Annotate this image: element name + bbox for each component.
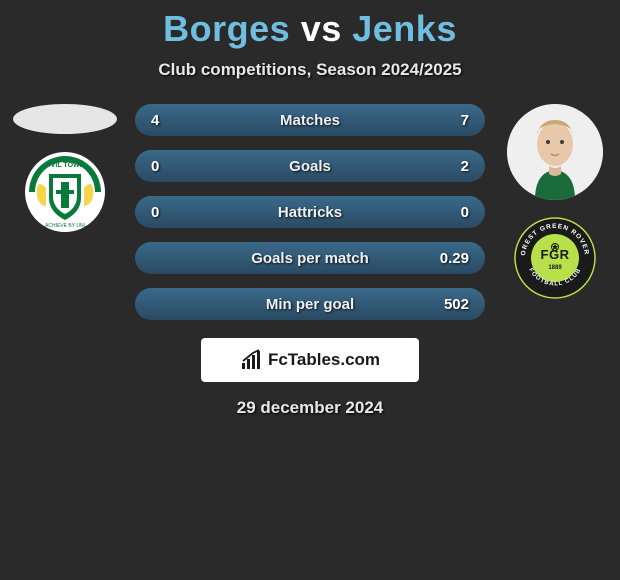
stat-row-goals: 0 Goals 2 xyxy=(135,150,485,182)
stat-row-matches: 4 Matches 7 xyxy=(135,104,485,136)
stat-label: Goals per match xyxy=(251,250,369,267)
subtitle: Club competitions, Season 2024/2025 xyxy=(0,60,620,80)
player2-name: Jenks xyxy=(352,8,457,49)
stat-right-value: 0.29 xyxy=(429,250,469,267)
stats-table: 4 Matches 7 0 Goals 2 0 Hattricks 0 Goal… xyxy=(135,104,485,320)
page-title: Borges vs Jenks xyxy=(0,8,620,50)
stat-right-value: 0 xyxy=(429,204,469,221)
stat-row-hattricks: 0 Hattricks 0 xyxy=(135,196,485,228)
comparison-card: Borges vs Jenks Club competitions, Seaso… xyxy=(0,0,620,418)
player1-name: Borges xyxy=(163,8,290,49)
stat-left-value: 4 xyxy=(151,112,191,129)
stat-row-goals-per-match: Goals per match 0.29 xyxy=(135,242,485,274)
svg-text:1889: 1889 xyxy=(548,265,562,271)
right-side: FOREST GREEN ROVERS FOOTBALL CLUB FGR 18… xyxy=(503,104,607,300)
stat-left-value: 0 xyxy=(151,158,191,175)
stat-left-value: 0 xyxy=(151,204,191,221)
vs-label: vs xyxy=(301,8,342,49)
stat-label: Matches xyxy=(280,112,340,129)
svg-text:FGR: FGR xyxy=(541,247,570,262)
player1-photo xyxy=(13,104,117,134)
fgr-badge-icon: FOREST GREEN ROVERS FOOTBALL CLUB FGR 18… xyxy=(513,216,597,300)
stat-right-value: 502 xyxy=(429,296,469,313)
left-side: OVIL TOWN ACHIEVE BY UNI xyxy=(13,104,117,234)
date-label: 29 december 2024 xyxy=(0,398,620,418)
player2-photo xyxy=(507,104,603,200)
stat-label: Hattricks xyxy=(278,204,342,221)
stat-row-min-per-goal: Min per goal 502 xyxy=(135,288,485,320)
player1-club-badge: OVIL TOWN ACHIEVE BY UNI xyxy=(23,150,107,234)
watermark: FcTables.com xyxy=(201,338,419,382)
stat-label: Min per goal xyxy=(266,296,354,313)
stat-right-value: 7 xyxy=(429,112,469,129)
stat-right-value: 2 xyxy=(429,158,469,175)
player-face-icon xyxy=(507,104,603,200)
stat-label: Goals xyxy=(289,158,331,175)
player2-club-badge: FOREST GREEN ROVERS FOOTBALL CLUB FGR 18… xyxy=(513,216,597,300)
svg-text:ACHIEVE BY UNI: ACHIEVE BY UNI xyxy=(45,223,85,229)
watermark-text: FcTables.com xyxy=(268,350,380,370)
bar-chart-icon xyxy=(240,349,262,371)
content-row: OVIL TOWN ACHIEVE BY UNI 4 Matches 7 0 xyxy=(0,104,620,320)
yeovil-badge-icon: OVIL TOWN ACHIEVE BY UNI xyxy=(23,150,107,234)
svg-text:OVIL TOWN: OVIL TOWN xyxy=(45,162,84,169)
